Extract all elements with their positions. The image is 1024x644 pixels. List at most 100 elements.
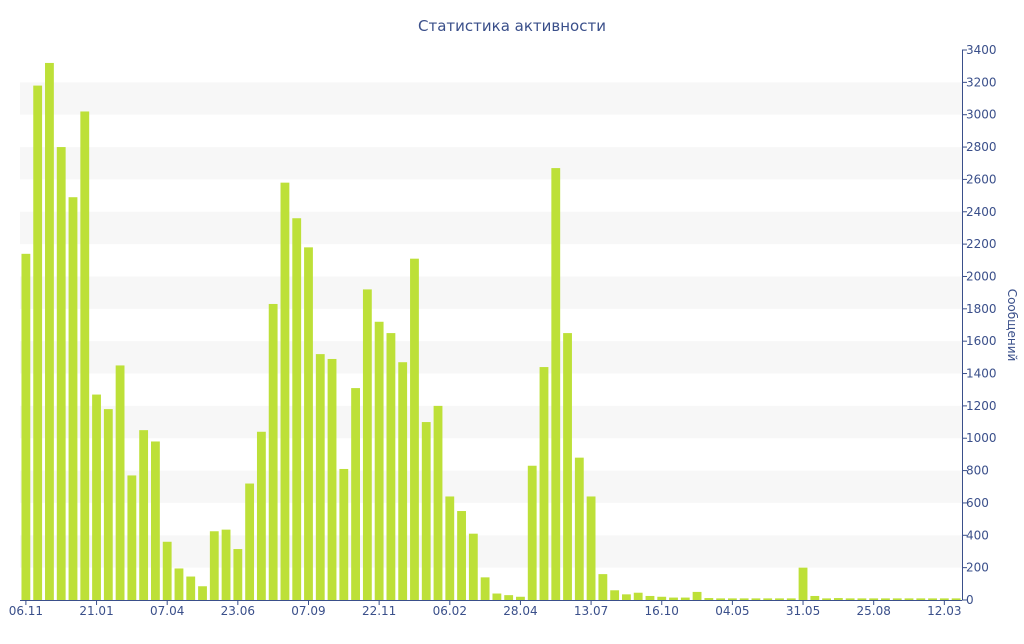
bar[interactable] [174,568,184,600]
bar[interactable] [468,533,478,600]
bar[interactable] [151,441,160,600]
grid-band [20,535,962,568]
bar[interactable] [916,598,926,600]
bar[interactable] [68,197,78,600]
y-tick-label: 600 [966,496,989,510]
bar[interactable] [21,253,31,600]
x-tick-label: 25.08 [857,604,891,618]
bar[interactable] [280,182,290,600]
bar[interactable] [669,597,678,600]
bar[interactable] [256,431,266,600]
x-tick-label: 31.05 [786,604,820,618]
bar[interactable] [362,289,372,600]
bar[interactable] [421,422,431,600]
y-tick-label: 400 [966,528,989,542]
bar[interactable] [45,62,54,600]
bar[interactable] [951,598,961,600]
bar[interactable] [751,598,761,600]
bar[interactable] [374,321,384,600]
x-tick-label: 21.01 [79,604,113,618]
bar[interactable] [80,111,90,600]
bar[interactable] [292,218,302,601]
bar[interactable] [586,496,596,600]
y-tick-label: 1600 [966,334,997,348]
bar-series [21,62,961,601]
bar[interactable] [162,541,172,600]
y-tick-label: 1000 [966,431,997,445]
bar[interactable] [610,590,620,600]
axes: 0 200 400 600 800 1000 1200 1400 1600 1800 2000 220… [9,43,997,618]
bar[interactable] [857,598,867,600]
bar[interactable] [516,596,525,600]
bar[interactable] [680,597,690,600]
bar[interactable] [410,258,419,600]
bar[interactable] [480,577,490,600]
bar[interactable] [822,598,831,600]
bar[interactable] [527,465,537,600]
grid-band [20,405,962,439]
bar[interactable] [398,362,408,600]
bar[interactable] [539,367,549,600]
bar[interactable] [775,598,784,600]
y-tick-label: 1800 [966,302,997,316]
bar[interactable] [221,529,231,600]
bar[interactable] [492,593,502,600]
bar[interactable] [56,147,66,600]
bar[interactable] [881,598,890,600]
bar[interactable] [127,475,137,600]
bar[interactable] [351,388,360,600]
bar[interactable] [551,168,561,600]
y-tick-label: 1200 [966,399,997,413]
bar[interactable] [622,594,631,600]
bar[interactable] [433,405,443,600]
bar[interactable] [186,576,196,600]
bar[interactable] [33,85,43,601]
bar[interactable] [633,592,643,600]
bar[interactable] [692,591,702,600]
bar[interactable] [386,333,396,600]
bar[interactable] [92,394,101,600]
bar[interactable] [327,358,337,600]
bar[interactable] [233,549,243,600]
bar[interactable] [716,598,726,600]
bar[interactable] [268,303,278,600]
bar[interactable] [704,598,714,600]
bar[interactable] [339,468,349,600]
x-tick-label: 07.04 [150,604,184,618]
bar[interactable] [798,567,808,600]
bar[interactable] [209,531,219,600]
bar[interactable] [645,595,655,600]
bar[interactable] [103,409,113,600]
bar[interactable] [833,598,843,600]
bar[interactable] [763,598,773,600]
bar[interactable] [892,598,902,600]
x-tick-label: 22.11 [362,604,396,618]
bar[interactable] [315,354,325,600]
bar[interactable] [869,598,879,600]
x-tick-label: 06.11 [9,604,43,618]
bar[interactable] [563,333,572,600]
bar[interactable] [598,574,608,600]
bar[interactable] [739,598,749,600]
bar[interactable] [657,596,667,600]
bar[interactable] [139,430,149,600]
bar[interactable] [928,598,937,600]
bar[interactable] [445,496,455,600]
bar[interactable] [115,365,125,600]
bar[interactable] [845,598,855,600]
bar[interactable] [245,483,255,600]
bar[interactable] [810,595,820,600]
bar[interactable] [786,598,796,600]
bar[interactable] [727,598,737,600]
bar[interactable] [939,598,949,600]
bar[interactable] [904,598,914,600]
bar[interactable] [198,586,207,600]
bar[interactable] [504,595,514,600]
x-tick-label: 04.05 [715,604,749,618]
bar[interactable] [574,457,584,600]
bar[interactable] [304,247,313,600]
bar[interactable] [457,511,466,600]
grid-band [20,147,962,180]
